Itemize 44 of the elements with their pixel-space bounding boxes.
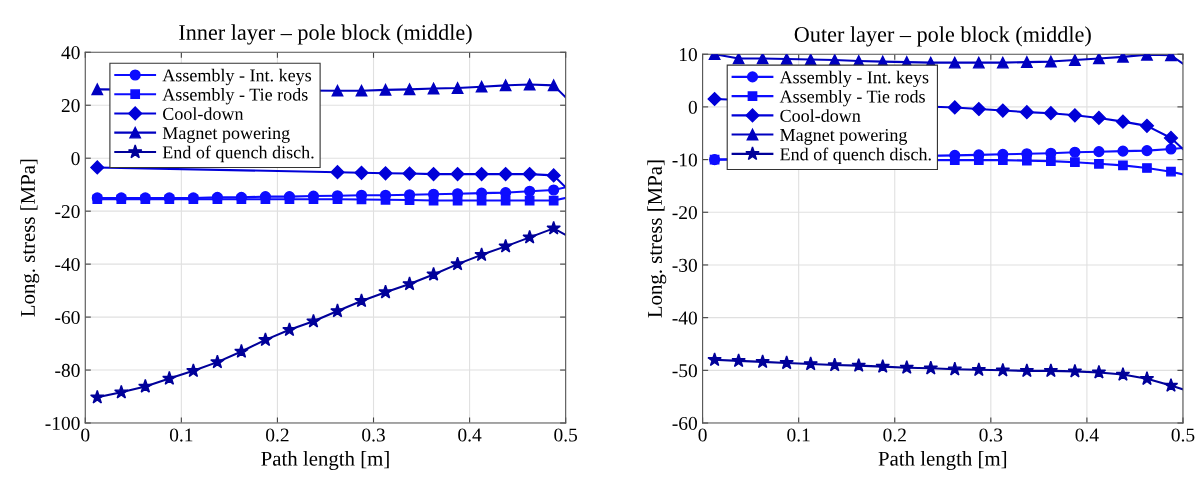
- x-tick-label: 0.2: [883, 428, 906, 442]
- y-tick-label: 0: [688, 100, 697, 114]
- x-axis-title: Path length [m]: [261, 451, 389, 471]
- y-tick-label: 10: [679, 48, 697, 62]
- x-tick-label: 0: [81, 428, 90, 442]
- y-tick-label: 20: [61, 99, 80, 113]
- y-tick-label: -80: [55, 363, 80, 377]
- y-tick-label: -100: [45, 416, 80, 430]
- legend-label: Assembly - Tie rods: [779, 89, 925, 107]
- y-tick-label: 40: [61, 46, 80, 60]
- legend-label: Assembly - Tie rods: [162, 88, 308, 105]
- chart-title: Outer layer – pole block (middle): [794, 26, 1091, 47]
- y-axis-title: Long. stress [MPa]: [647, 160, 667, 318]
- x-tick-label: 0: [698, 428, 707, 442]
- y-axis-title: Long. stress [MPa]: [20, 159, 40, 317]
- legend-label: End of quench disch.: [162, 145, 314, 163]
- legend-label: Cool-down: [780, 109, 861, 122]
- y-tick-label: -20: [55, 204, 80, 219]
- x-tick-label: 0.5: [554, 428, 578, 442]
- y-tick-label: 0: [71, 152, 80, 166]
- y-tick-label: -50: [672, 364, 697, 378]
- x-axis-title: Path length [m]: [878, 451, 1007, 471]
- y-tick-label: -40: [672, 311, 697, 325]
- y-tick-label: -20: [672, 206, 697, 220]
- legend-label: Magnet powering: [162, 127, 290, 143]
- x-tick-label: 0.2: [266, 428, 289, 442]
- legend-label: Assembly - Int. keys: [162, 68, 312, 86]
- legend-label: Cool-down: [163, 107, 244, 120]
- x-tick-label: 0.4: [458, 428, 482, 442]
- y-tick-label: -60: [55, 310, 80, 325]
- y-tick-label: -30: [672, 258, 697, 272]
- legend-label: Assembly - Int. keys: [779, 70, 929, 88]
- x-tick-label: 0.1: [169, 428, 193, 442]
- y-tick-label: -40: [55, 257, 80, 272]
- x-tick-label: 0.4: [1075, 428, 1099, 442]
- legend-label: End of quench disch.: [780, 147, 931, 165]
- legend-label: Magnet powering: [780, 128, 908, 145]
- x-tick-label: 0.3: [362, 428, 385, 442]
- x-tick-label: 0.1: [787, 428, 810, 442]
- chart-title: Inner layer – pole block (middle): [179, 24, 472, 45]
- y-tick-label: -60: [672, 416, 697, 430]
- x-tick-label: 0.5: [1171, 428, 1195, 442]
- x-tick-label: 0.3: [979, 428, 1003, 442]
- y-tick-label: -10: [672, 153, 697, 167]
